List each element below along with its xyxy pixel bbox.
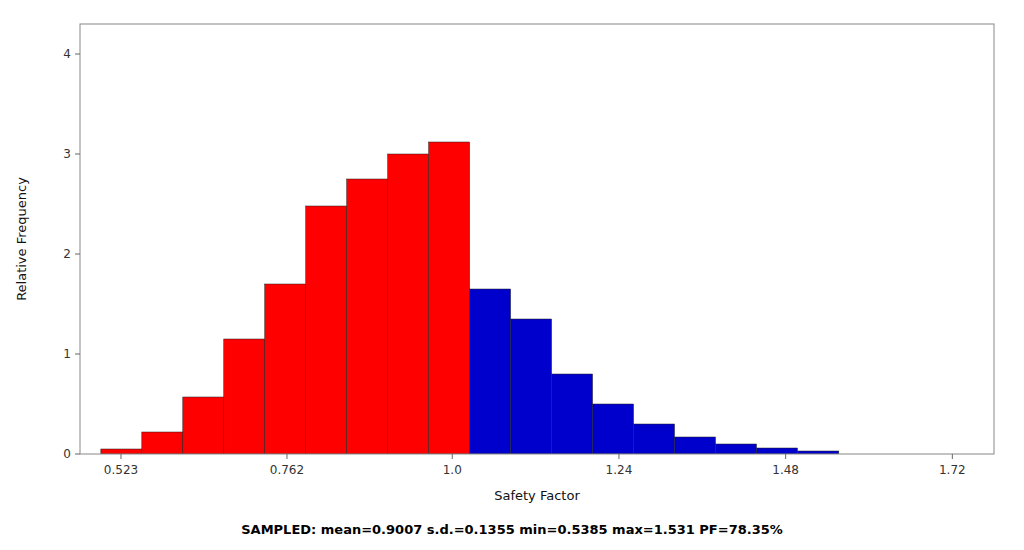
bars — [101, 142, 839, 454]
x-tick-label: 1.24 — [606, 463, 633, 477]
y-tick-label: 1 — [63, 347, 71, 361]
histogram-bar — [306, 206, 347, 454]
y-tick — [75, 154, 80, 155]
x-axis-label: Safety Factor — [494, 488, 580, 503]
histogram-bar — [429, 142, 470, 454]
histogram-bar — [470, 289, 511, 454]
histogram-bar — [593, 404, 634, 454]
histogram-bar — [715, 444, 756, 454]
x-axis: 0.523 0.762 1.0 1.24 1.48 1.72 — [104, 454, 966, 477]
x-tick — [952, 454, 953, 459]
y-tick — [75, 54, 80, 55]
y-tick-label: 0 — [63, 447, 71, 461]
y-tick-label: 3 — [63, 147, 71, 161]
x-tick-label: 1.0 — [443, 463, 462, 477]
histogram-bar — [756, 448, 797, 454]
histogram-bar — [634, 424, 675, 454]
x-tick-label: 0.523 — [104, 463, 138, 477]
x-tick-label: 1.72 — [939, 463, 966, 477]
x-tick — [452, 454, 453, 459]
x-tick — [785, 454, 786, 459]
histogram-bar — [142, 432, 183, 454]
histogram-bar — [552, 374, 593, 454]
x-tick-label: 1.48 — [772, 463, 799, 477]
y-tick — [75, 454, 80, 455]
histogram-bar — [347, 179, 388, 454]
histogram-bar — [511, 319, 552, 454]
x-tick — [120, 454, 121, 459]
y-tick-label: 4 — [63, 47, 71, 61]
plot-area — [80, 24, 994, 454]
y-axis-label: Relative Frequency — [14, 177, 29, 301]
y-tick — [75, 354, 80, 355]
plot-frame — [80, 24, 994, 454]
caption: SAMPLED: mean=0.9007 s.d.=0.1355 min=0.5… — [241, 522, 783, 537]
histogram-bar — [101, 449, 142, 454]
histogram-bar — [388, 154, 429, 454]
histogram-bar — [183, 397, 224, 454]
y-tick-label: 2 — [63, 247, 71, 261]
histogram-bar — [224, 339, 265, 454]
y-axis: 0 1 2 3 4 — [63, 47, 80, 461]
x-tick — [286, 454, 287, 459]
chart: 0.523 0.762 1.0 1.24 1.48 1.72 0 1 2 3 4 Safety Fac… — [0, 0, 1024, 550]
x-tick — [618, 454, 619, 459]
x-tick-label: 0.762 — [270, 463, 304, 477]
histogram-bar — [675, 437, 716, 454]
histogram-bar — [265, 284, 306, 454]
y-tick — [75, 254, 80, 255]
